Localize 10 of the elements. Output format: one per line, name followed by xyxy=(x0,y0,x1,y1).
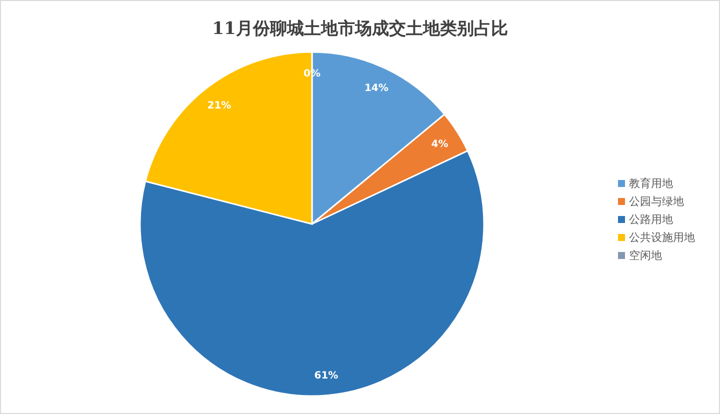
legend-label: 公园与绿地 xyxy=(629,195,684,208)
data-label: 61% xyxy=(314,370,338,382)
legend-label: 公路用地 xyxy=(629,213,673,226)
legend-label: 公共设施用地 xyxy=(629,231,695,244)
chart-title: 11月份聊城土地市场成交土地类别占比 xyxy=(212,19,508,39)
legend-label: 教育用地 xyxy=(629,177,673,190)
data-label: 4% xyxy=(431,138,448,150)
data-label: 21% xyxy=(207,100,232,112)
data-label: 14% xyxy=(364,83,388,94)
legend-label: 空闲地 xyxy=(629,249,662,262)
